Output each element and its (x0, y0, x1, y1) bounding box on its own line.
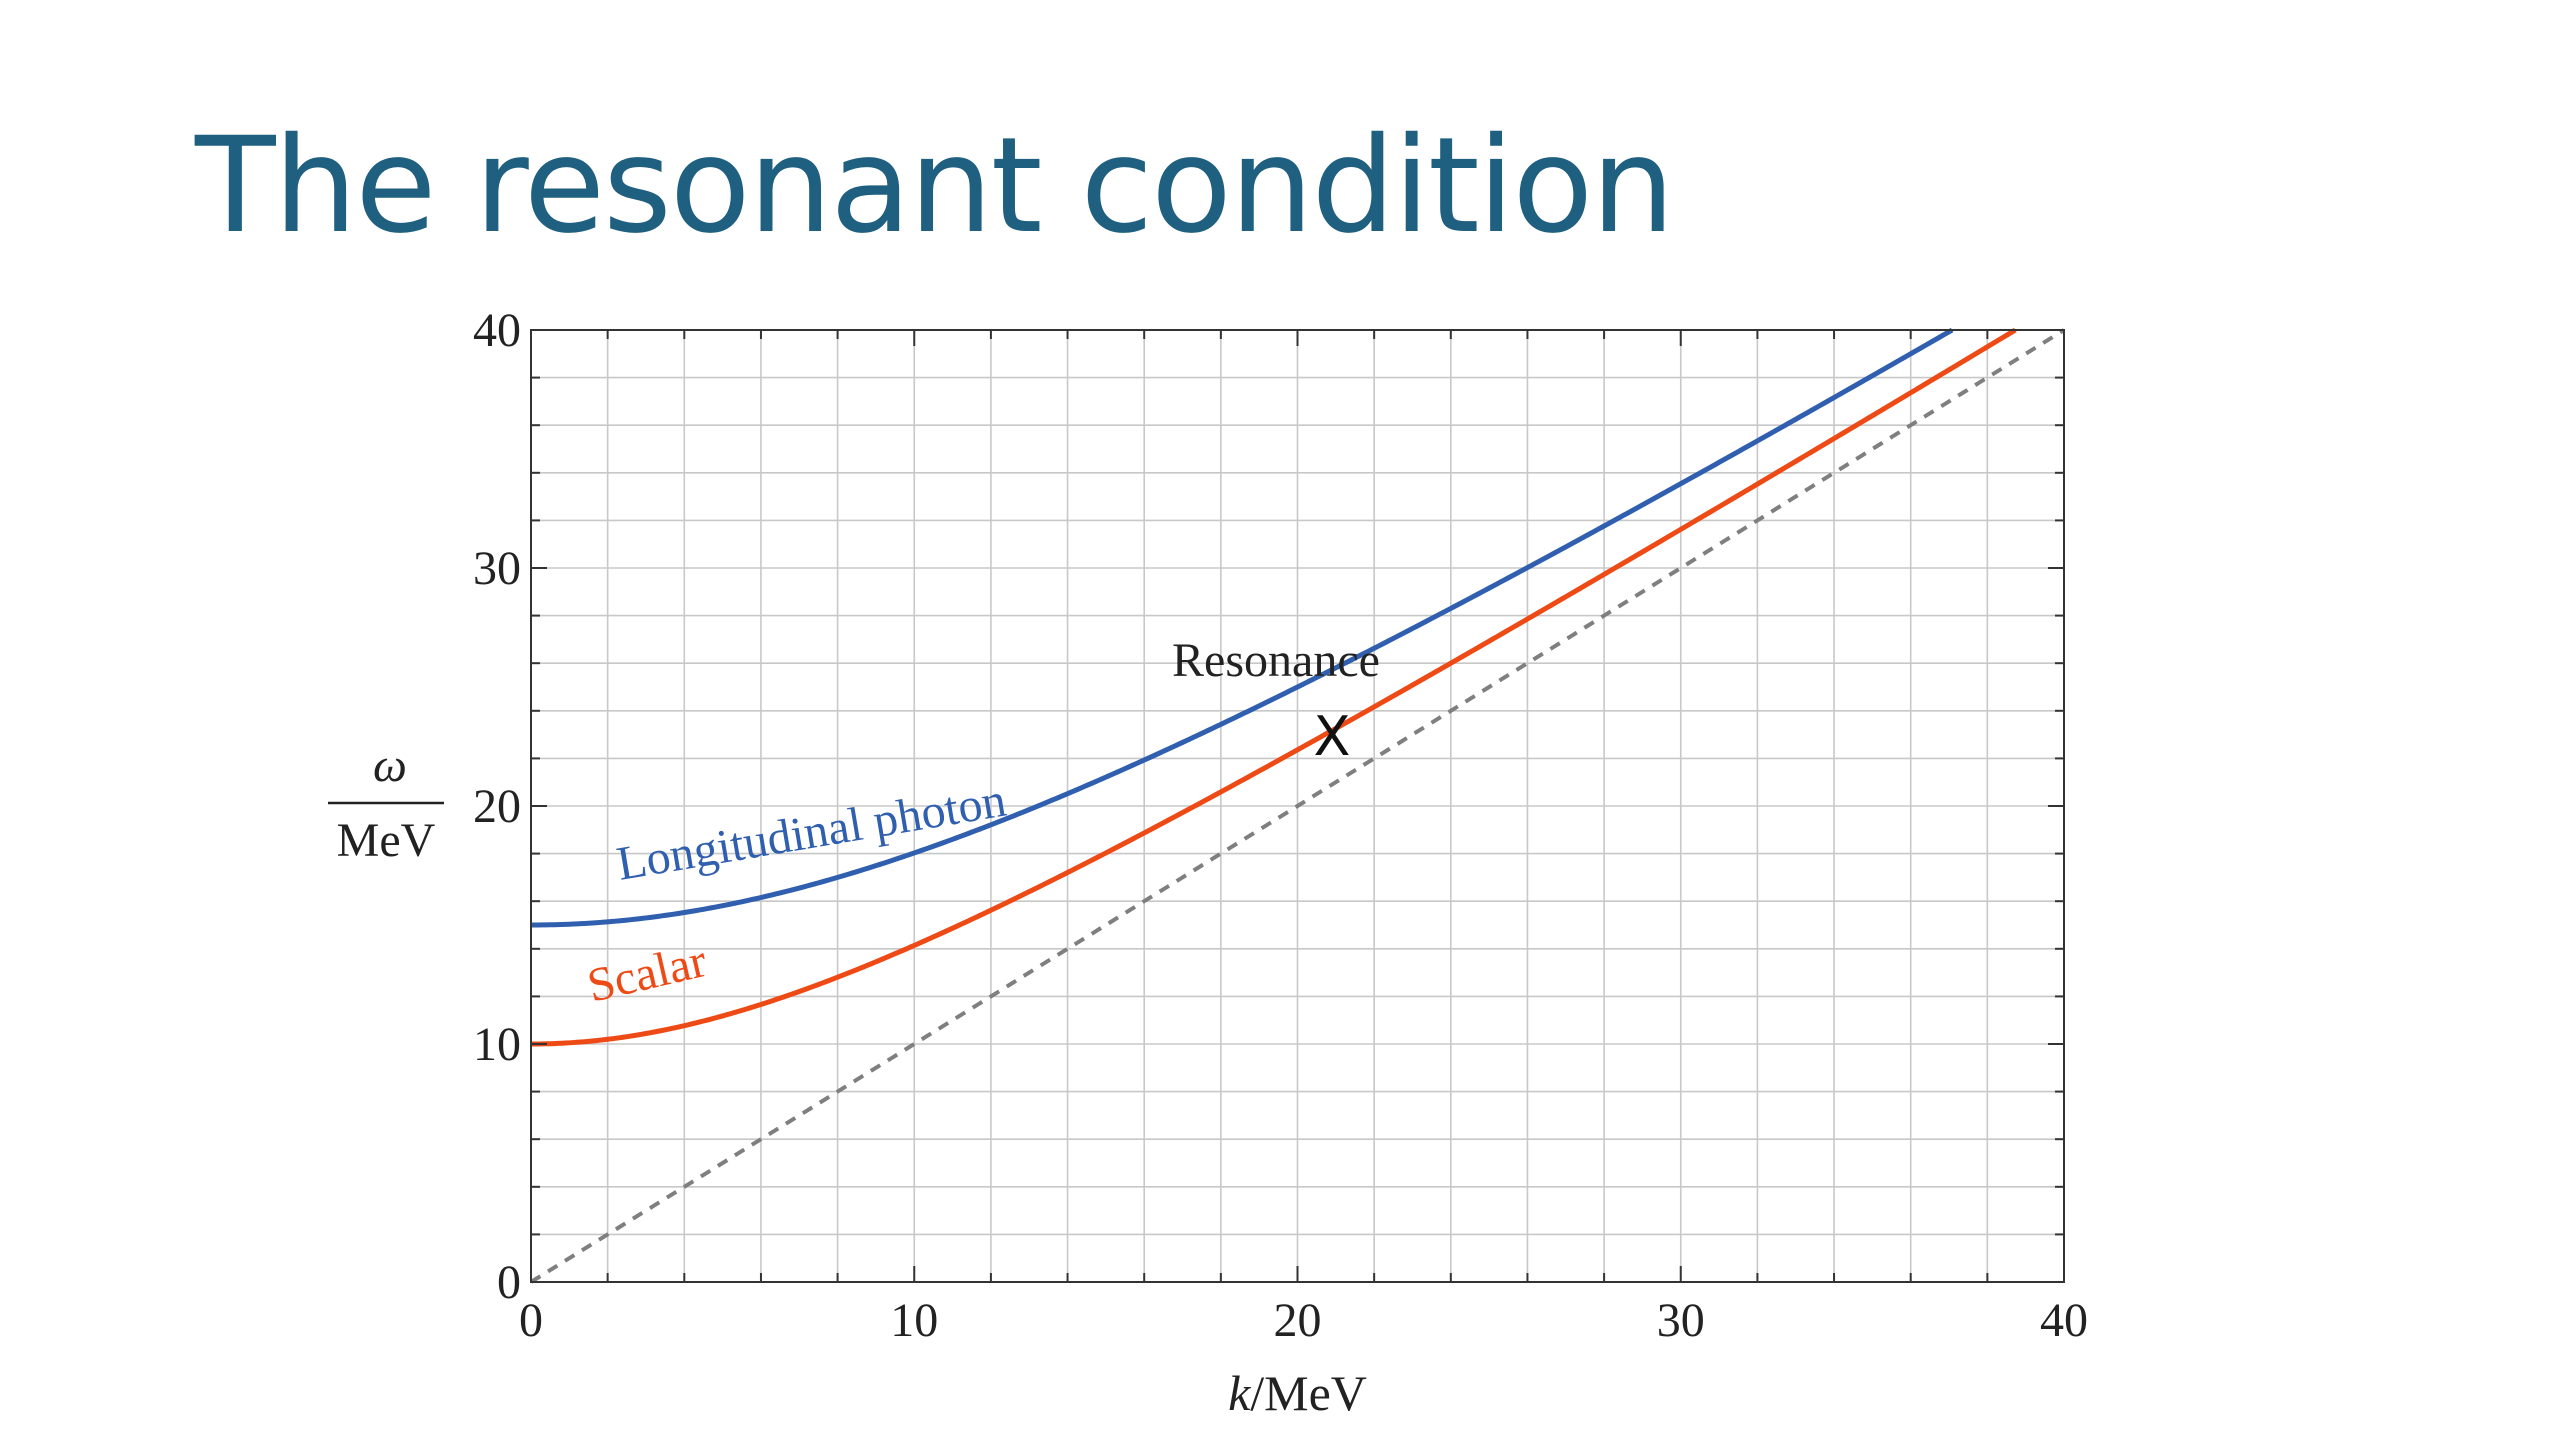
labels: 0 10 20 30 40 0 10 20 30 40 k/MeV ω MeV Longitudinal … (328, 304, 2088, 1421)
axis-ticks (530, 329, 2065, 1283)
x-tick-label: 20 (1274, 1294, 1322, 1347)
series-line-longitudinal-photon (530, 327, 1954, 928)
x-axis-label-unit: /MeV (1250, 1365, 1367, 1421)
series-label-longitudinal-photon: Longitudinal photon (613, 774, 1010, 891)
x-tick-label: 10 (890, 1294, 938, 1347)
resonance-label: Resonance (1172, 634, 1380, 687)
series-line-light-cone (529, 328, 2066, 1284)
y-tick-label: 20 (473, 780, 521, 833)
x-axis-label-variable: k (1228, 1365, 1251, 1421)
slide-title: The resonant condition (195, 109, 1675, 263)
y-tick-label: 40 (473, 304, 521, 357)
curves (529, 327, 2066, 1284)
resonance-marker: X (1313, 705, 1350, 768)
y-tick-label: 10 (473, 1018, 521, 1071)
x-tick-label: 40 (2040, 1294, 2088, 1347)
y-axis-label-numerator: ω (373, 739, 407, 792)
y-tick-label: 30 (473, 542, 521, 595)
y-tick-label: 0 (497, 1256, 521, 1309)
y-axis-label-denominator: MeV (337, 814, 436, 867)
series-label-scalar: Scalar (583, 934, 712, 1013)
x-tick-label: 0 (519, 1294, 543, 1347)
series-line-scalar (530, 327, 2017, 1047)
x-axis-label: k/MeV (1228, 1365, 1367, 1421)
x-tick-label: 30 (1657, 1294, 1705, 1347)
